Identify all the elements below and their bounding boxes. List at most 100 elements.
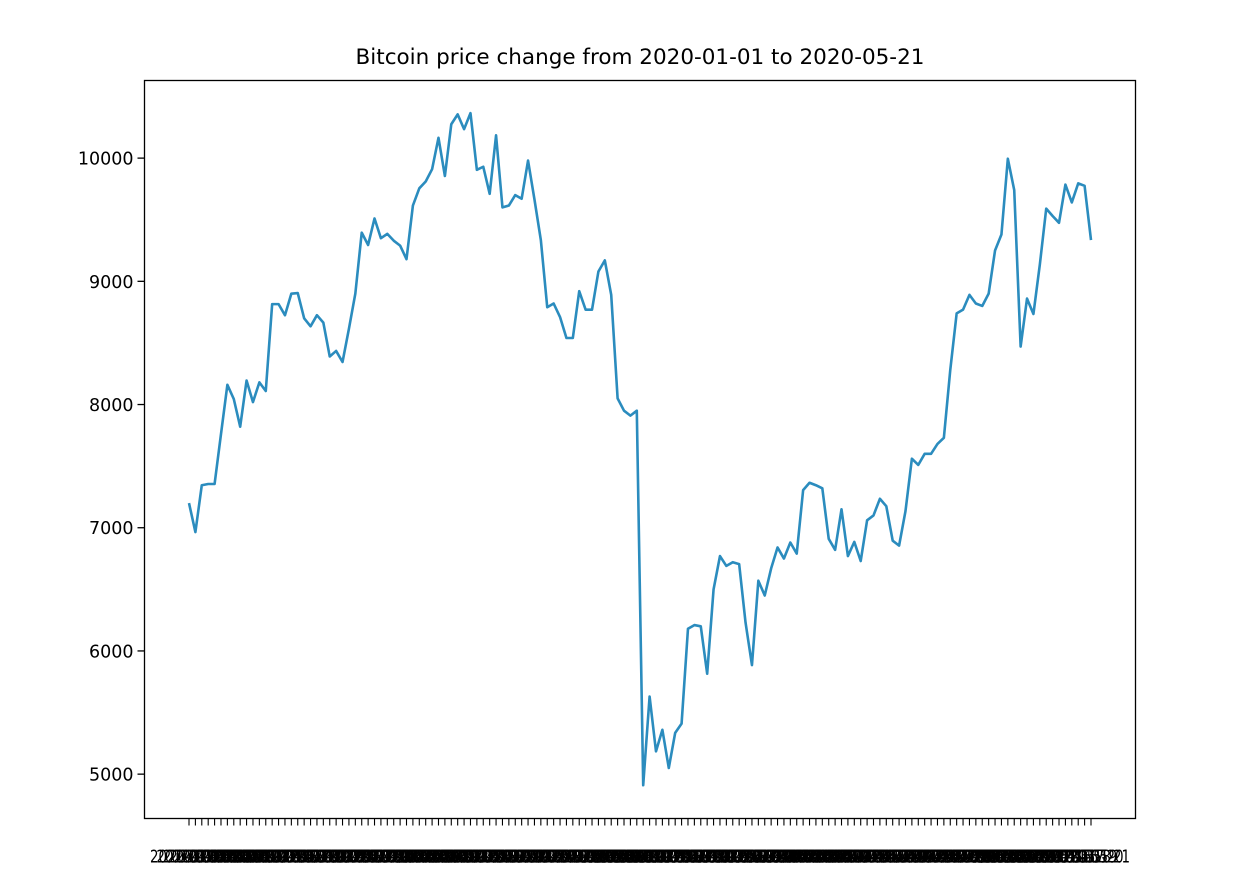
- x-tick-label: 2020-01-30: [336, 848, 414, 868]
- x-tick-label: 2020-05-03: [937, 848, 1015, 868]
- x-tick-label: 2020-02-14: [431, 848, 509, 868]
- x-tick-label: 2020-02-17: [451, 848, 529, 868]
- x-tick-label: 2020-02-10: [406, 848, 484, 868]
- plot-frame: [143, 79, 1137, 820]
- x-tick-label: 2020-01-13: [227, 848, 305, 868]
- x-tick-label: 2020-02-06: [380, 848, 458, 868]
- x-tick-label: 2020-03-27: [700, 848, 778, 868]
- x-tick-label: 2020-03-14: [617, 848, 695, 868]
- x-tick-label: 2020-03-26: [694, 848, 772, 868]
- x-tick-label: 2020-01-15: [240, 848, 318, 868]
- x-tick-label: 2020-02-01: [348, 848, 426, 868]
- x-tick-label: 2020-01-08: [195, 848, 273, 868]
- y-tick-label: 5000: [89, 766, 134, 786]
- x-tick-label: 2020-05-09: [975, 848, 1053, 868]
- x-tick-label: 2020-01-14: [233, 848, 311, 868]
- x-tick-label: 2020-01-07: [188, 848, 266, 868]
- x-tick-label: 2020-01-19: [265, 848, 343, 868]
- x-tick-label: 2020-04-16: [828, 848, 906, 868]
- x-tick-label: 2020-05-12: [994, 848, 1072, 868]
- x-tick-label: 2020-01-03: [163, 848, 241, 868]
- x-tick-label: 2020-04-01: [732, 848, 810, 868]
- x-tick-label: 2020-02-20: [470, 848, 548, 868]
- x-tick-label: 2020-04-12: [803, 848, 881, 868]
- x-tick-label: 2020-03-09: [585, 848, 663, 868]
- x-tick-label: 2020-03-07: [572, 848, 650, 868]
- x-tick-label: 2020-02-09: [399, 848, 477, 868]
- x-tick-label: 2020-04-10: [790, 848, 868, 868]
- x-tick-label: 2020-03-02: [540, 848, 618, 868]
- x-tick-label: 2020-05-19: [1039, 848, 1117, 868]
- chart-title: Bitcoin price change from 2020-01-01 to …: [356, 45, 925, 70]
- x-tick-label: 2020-04-15: [822, 848, 900, 868]
- x-tick-label: 2020-04-26: [892, 848, 970, 868]
- x-tick-label: 2020-02-04: [368, 848, 446, 868]
- x-tick-label: 2020-01-06: [182, 848, 260, 868]
- x-tick-label: 2020-03-08: [579, 848, 657, 868]
- x-tick-label: 2020-04-08: [777, 848, 855, 868]
- x-tick-label: 2020-03-03: [547, 848, 625, 868]
- x-tick-label: 2020-04-27: [898, 848, 976, 868]
- x-tick-label: 2020-03-25: [687, 848, 765, 868]
- x-tick-label: 2020-05-14: [1007, 848, 1085, 868]
- x-tick-label: 2020-05-08: [969, 848, 1047, 868]
- x-tick-label: 2020-01-25: [304, 848, 382, 868]
- x-tick-label: 2020-02-26: [508, 848, 586, 868]
- x-tick-label: 2020-01-17: [252, 848, 330, 868]
- x-tick-label: 2020-01-16: [246, 848, 324, 868]
- x-tick-label: 2020-01-04: [169, 848, 247, 868]
- x-tick-label: 2020-02-07: [387, 848, 465, 868]
- x-tick-label: 2020-05-20: [1046, 848, 1124, 868]
- x-tick-label: 2020-03-15: [623, 848, 701, 868]
- x-tick-label: 2020-03-21: [662, 848, 740, 868]
- x-tick-label: 2020-01-22: [284, 848, 362, 868]
- x-tick-label: 2020-05-21: [1052, 848, 1130, 868]
- x-tick-label: 2020-02-29: [527, 848, 605, 868]
- x-tick-label: 2020-03-23: [675, 848, 753, 868]
- x-tick-label: 2020-03-16: [630, 848, 708, 868]
- x-tick-label: 2020-02-27: [515, 848, 593, 868]
- x-tick-label: 2020-05-05: [950, 848, 1028, 868]
- x-tick-label: 2020-04-22: [866, 848, 944, 868]
- x-tick-label: 2020-05-02: [930, 848, 1008, 868]
- x-tick-label: 2020-01-11: [214, 848, 292, 868]
- x-tick-label: 2020-02-21: [476, 848, 554, 868]
- x-tick-label: 2020-03-11: [598, 848, 676, 868]
- x-tick-label: 2020-04-03: [745, 848, 823, 868]
- x-tick-label: 2020-02-28: [521, 848, 599, 868]
- x-tick-label: 2020-02-13: [425, 848, 503, 868]
- x-tick-label: 2020-02-18: [457, 848, 535, 868]
- x-tick-label: 2020-02-23: [489, 848, 567, 868]
- x-tick-label: 2020-04-29: [911, 848, 989, 868]
- x-tick-label: 2020-04-28: [905, 848, 983, 868]
- x-tick-label: 2020-03-19: [649, 848, 727, 868]
- x-tick-label: 2020-04-07: [771, 848, 849, 868]
- x-tick-label: 2020-02-08: [393, 848, 471, 868]
- x-tick-label: 2020-04-17: [834, 848, 912, 868]
- x-tick-label: 2020-01-09: [201, 848, 279, 868]
- y-tick-label: 6000: [89, 642, 134, 662]
- y-axis: 5000 6000 7000 8000 9000 10000: [78, 150, 145, 786]
- y-tick-label: 9000: [89, 273, 134, 293]
- x-tick-label: 2020-04-14: [815, 848, 893, 868]
- x-tick-label: 2020-05-11: [988, 848, 1066, 868]
- x-tick-label: 2020-01-23: [291, 848, 369, 868]
- y-tick-label: 10000: [78, 150, 134, 170]
- x-tick-label: 2020-05-01: [924, 848, 1002, 868]
- x-tick-label: 2020-03-13: [611, 848, 689, 868]
- x-tick-label: 2020-04-09: [783, 848, 861, 868]
- x-tick-label: 2020-05-15: [1014, 848, 1092, 868]
- x-tick-label: 2020-04-24: [879, 848, 957, 868]
- x-tick-label: 2020-02-25: [502, 848, 580, 868]
- x-tick-label: 2020-03-06: [566, 848, 644, 868]
- x-tick-label: 2020-02-05: [374, 848, 452, 868]
- x-tick-label: 2020-03-30: [719, 848, 797, 868]
- x-tick-label: 2020-05-16: [1020, 848, 1098, 868]
- x-tick-label: 2020-01-10: [208, 848, 286, 868]
- x-tick-label: 2020-02-12: [419, 848, 497, 868]
- x-tick-label: 2020-03-12: [604, 848, 682, 868]
- x-tick-label: 2020-04-11: [796, 848, 874, 868]
- x-tick-label: 2020-05-10: [982, 848, 1060, 868]
- x-tick-label: 2020-02-24: [495, 848, 573, 868]
